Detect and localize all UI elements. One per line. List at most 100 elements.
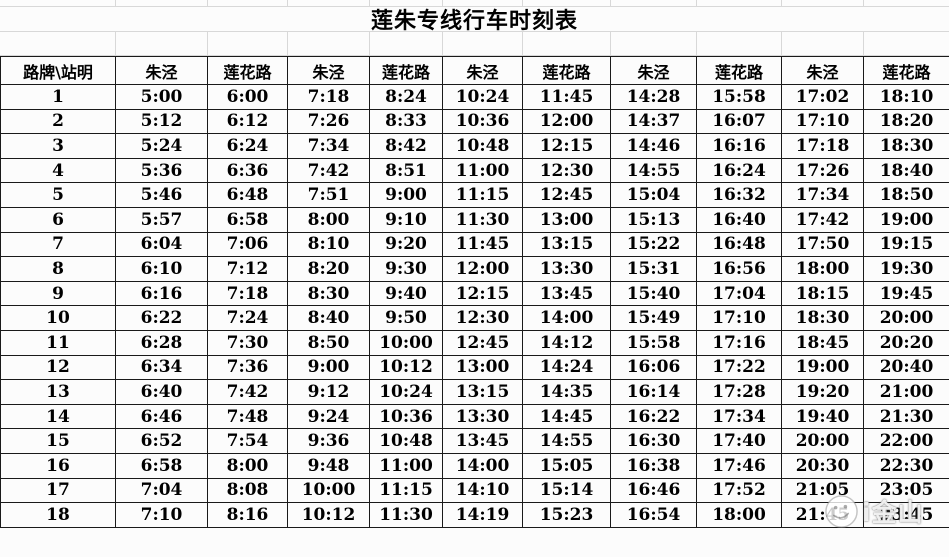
time-cell: 10:12: [369, 354, 443, 381]
time-cell: 6:36: [207, 157, 288, 184]
time-cell: 6:24: [207, 133, 288, 159]
time-cell: 15:23: [522, 502, 611, 528]
row-number: 18: [0, 502, 116, 528]
time-cell: 16:14: [610, 379, 697, 405]
table-row: 6 5:57 6:58 8:00 9:10 11:30 13:00 15:13 16:40 17:…: [0, 206, 949, 233]
time-cell: 14:00: [442, 452, 523, 479]
time-cell: 7:18: [287, 84, 370, 110]
time-cell: 14:45: [522, 403, 611, 430]
table-row: 12 6:34 7:36 9:00 10:12 13:00 14:24 16:06 17:22 1…: [0, 354, 949, 381]
time-cell: 10:00: [287, 477, 370, 504]
column-header-zhujing: 朱泾: [287, 56, 370, 85]
time-cell: 6:40: [115, 379, 208, 405]
time-cell: 9:40: [369, 280, 443, 307]
time-cell: 21:45: [781, 502, 864, 528]
time-cell: 9:30: [369, 256, 443, 282]
row-number: 15: [0, 428, 116, 454]
time-cell: 11:45: [442, 231, 523, 258]
time-cell: 10:48: [442, 133, 523, 159]
time-cell: 16:07: [696, 108, 782, 135]
time-cell: 16:38: [610, 452, 697, 479]
title-row: 莲朱专线行车时刻表: [0, 7, 949, 34]
time-cell: 6:16: [115, 280, 208, 307]
time-cell: 11:30: [369, 502, 443, 528]
gridline-vertical: [696, 32, 697, 55]
time-cell: 8:20: [287, 256, 370, 282]
time-cell: 18:20: [863, 108, 949, 135]
table-row: 9 6:16 7:18 8:30 9:40 12:15 13:45 15:40 17:04 18:…: [0, 280, 949, 307]
table-row: 7 6:04 7:06 8:10 9:20 11:45 13:15 15:22 16:48 17:…: [0, 231, 949, 258]
table-row: 13 6:40 7:42 9:12 10:24 13:15 14:35 16:14 17:28 1…: [0, 379, 949, 405]
time-cell: 13:30: [442, 403, 523, 430]
gridline-vertical: [863, 32, 864, 55]
time-cell: 9:00: [369, 182, 443, 208]
time-cell: 7:12: [207, 256, 288, 282]
time-cell: 15:31: [610, 256, 697, 282]
row-number: 13: [0, 379, 116, 405]
time-cell: 17:50: [781, 231, 864, 258]
time-cell: 20:00: [781, 428, 864, 454]
time-cell: 16:46: [610, 477, 697, 504]
time-cell: 16:40: [696, 206, 782, 233]
time-cell: 7:36: [207, 354, 288, 381]
time-cell: 7:54: [207, 428, 288, 454]
time-cell: 8:00: [207, 452, 288, 479]
time-cell: 16:48: [696, 231, 782, 258]
time-cell: 19:00: [863, 206, 949, 233]
time-cell: 12:45: [442, 329, 523, 356]
time-cell: 17:22: [696, 354, 782, 381]
time-cell: 17:28: [696, 379, 782, 405]
time-cell: 22:30: [863, 452, 949, 479]
table-row: 14 6:46 7:48 9:24 10:36 13:30 14:45 16:22 17:34 1…: [0, 403, 949, 430]
time-cell: 18:00: [696, 502, 782, 528]
time-cell: 6:34: [115, 354, 208, 381]
table-row: 4 5:36 6:36 7:42 8:51 11:00 12:30 14:55 16:24 17:…: [0, 157, 949, 184]
time-cell: 6:58: [207, 206, 288, 233]
row-number: 9: [0, 280, 116, 307]
time-cell: 16:16: [696, 133, 782, 159]
time-cell: 5:00: [115, 84, 208, 110]
time-cell: 5:46: [115, 182, 208, 208]
time-cell: 14:24: [522, 354, 611, 381]
time-cell: 18:00: [781, 256, 864, 282]
time-cell: 19:00: [781, 354, 864, 381]
time-cell: 19:40: [781, 403, 864, 430]
time-cell: 8:10: [287, 231, 370, 258]
time-cell: 16:30: [610, 428, 697, 454]
time-cell: 16:32: [696, 182, 782, 208]
time-cell: 18:45: [781, 329, 864, 356]
time-cell: 15:49: [610, 305, 697, 331]
time-cell: 13:00: [442, 354, 523, 381]
time-cell: 7:06: [207, 231, 288, 258]
time-cell: 14:19: [442, 502, 523, 528]
time-cell: 6:58: [115, 452, 208, 479]
gridline-vertical: [781, 32, 782, 55]
table-row: 16 6:58 8:00 9:48 11:00 14:00 15:05 16:38 17:46 2…: [0, 452, 949, 479]
time-cell: 9:48: [287, 452, 370, 479]
time-cell: 10:36: [369, 403, 443, 430]
spreadsheet-gridline-strip-spacer: [0, 32, 949, 56]
time-cell: 20:20: [863, 329, 949, 356]
table-row: 8 6:10 7:12 8:20 9:30 12:00 13:30 15:31 16:56 18:…: [0, 256, 949, 282]
time-cell: 17:52: [696, 477, 782, 504]
table-row: 17 7:04 8:08 10:00 11:15 14:10 15:14 16:46 17:52…: [0, 477, 949, 504]
time-cell: 22:00: [863, 428, 949, 454]
time-cell: 15:40: [610, 280, 697, 307]
time-cell: 16:06: [610, 354, 697, 381]
time-cell: 7:34: [287, 133, 370, 159]
time-cell: 6:10: [115, 256, 208, 282]
table-row: 10 6:22 7:24 8:40 9:50 12:30 14:00 15:49 17:10 18…: [0, 305, 949, 331]
time-cell: 17:10: [696, 305, 782, 331]
time-cell: 6:28: [115, 329, 208, 356]
time-cell: 6:00: [207, 84, 288, 110]
time-cell: 15:04: [610, 182, 697, 208]
time-cell: 7:04: [115, 477, 208, 504]
column-header-lianhua-road: 莲花路: [522, 56, 611, 85]
time-cell: 17:34: [781, 182, 864, 208]
time-cell: 15:58: [610, 329, 697, 356]
time-cell: 17:16: [696, 329, 782, 356]
time-cell: 16:24: [696, 157, 782, 184]
time-cell: 14:35: [522, 379, 611, 405]
time-cell: 15:22: [610, 231, 697, 258]
time-cell: 16:54: [610, 502, 697, 528]
